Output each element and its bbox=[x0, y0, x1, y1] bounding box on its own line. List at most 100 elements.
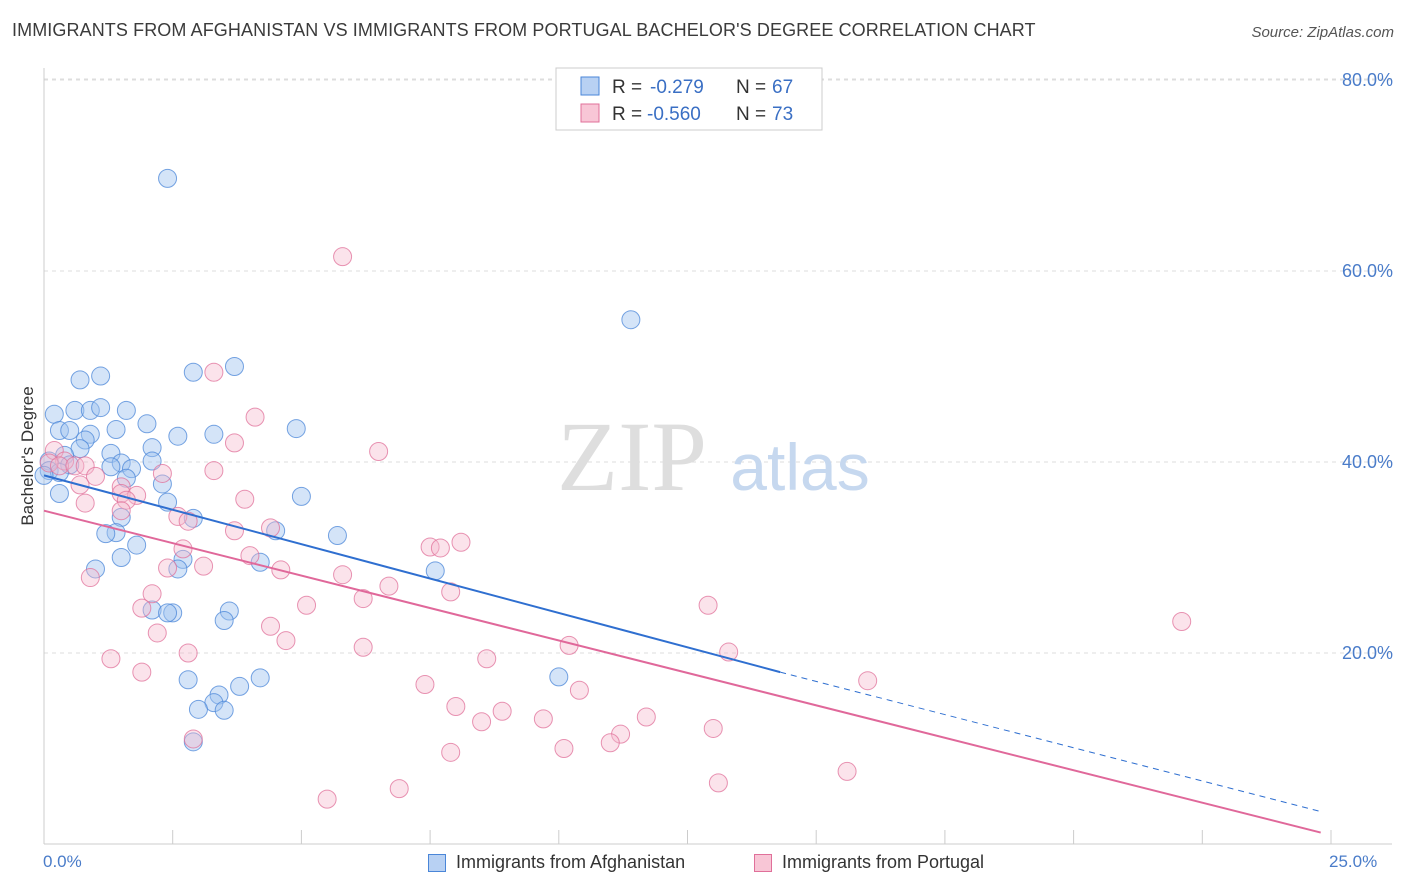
legend-item-portugal: Immigrants from Portugal bbox=[754, 852, 984, 873]
portugal-point bbox=[333, 247, 353, 267]
afghanistan-trend-line bbox=[43, 474, 781, 674]
portugal-r-label: R = bbox=[612, 104, 642, 125]
portugal-point bbox=[235, 489, 255, 509]
afghanistan-point bbox=[219, 601, 239, 621]
portugal-point bbox=[569, 680, 589, 700]
portugal-legend-swatch bbox=[580, 103, 600, 123]
portugal-point bbox=[472, 712, 492, 732]
afghanistan-point bbox=[142, 451, 162, 471]
y-tick-label: 20.0% bbox=[1342, 643, 1393, 663]
afghanistan-point bbox=[111, 453, 131, 473]
afghanistan-point bbox=[137, 414, 157, 434]
afghanistan-point bbox=[127, 535, 147, 555]
afghanistan-point bbox=[230, 676, 250, 696]
portugal-point bbox=[75, 456, 95, 476]
portugal-point bbox=[420, 537, 440, 557]
afghanistan-point bbox=[425, 561, 445, 581]
afghanistan-point bbox=[101, 457, 121, 477]
portugal-point bbox=[44, 441, 64, 461]
portugal-point bbox=[173, 539, 193, 559]
portugal-swatch bbox=[754, 853, 772, 872]
afghanistan-point bbox=[204, 424, 224, 444]
afghanistan-point bbox=[65, 400, 85, 420]
portugal-point bbox=[451, 532, 471, 552]
afghanistan-point bbox=[163, 603, 183, 623]
stats-legend-box bbox=[555, 67, 823, 131]
afghanistan-point bbox=[111, 548, 131, 567]
afghanistan-point bbox=[168, 559, 188, 579]
portugal-point bbox=[379, 576, 399, 596]
afghanistan-point bbox=[286, 419, 306, 439]
portugal-point bbox=[158, 558, 178, 578]
portugal-point bbox=[224, 521, 244, 541]
portugal-point bbox=[65, 456, 85, 476]
portugal-point bbox=[1172, 611, 1192, 631]
legend-label-portugal: Immigrants from Portugal bbox=[782, 852, 985, 872]
portugal-point bbox=[389, 779, 409, 799]
portugal-point bbox=[477, 649, 497, 669]
portugal-point bbox=[276, 631, 296, 651]
portugal-point bbox=[194, 556, 214, 576]
afghanistan-r-value: -0.279 bbox=[650, 77, 704, 98]
afghanistan-point bbox=[91, 366, 111, 386]
portugal-point bbox=[142, 584, 162, 604]
portugal-point bbox=[80, 568, 100, 588]
portugal-point bbox=[101, 649, 121, 669]
portugal-point bbox=[837, 761, 857, 781]
portugal-point bbox=[240, 546, 260, 566]
afghanistan-point bbox=[250, 668, 270, 688]
portugal-point bbox=[85, 466, 105, 486]
portugal-point bbox=[183, 729, 203, 749]
portugal-point bbox=[492, 701, 512, 721]
portugal-point bbox=[554, 739, 574, 758]
portugal-point bbox=[152, 463, 172, 483]
chart-title: IMMIGRANTS FROM AFGHANISTAN VS IMMIGRANT… bbox=[12, 20, 1036, 40]
portugal-r-value: -0.560 bbox=[647, 104, 701, 125]
afghanistan-point bbox=[168, 426, 188, 446]
portugal-point bbox=[446, 696, 466, 716]
portugal-point bbox=[600, 733, 620, 753]
portugal-point bbox=[533, 709, 553, 729]
portugal-trend-line bbox=[43, 509, 1321, 834]
afghanistan-point bbox=[327, 526, 347, 546]
afghanistan-point bbox=[152, 474, 172, 494]
portugal-point bbox=[49, 456, 69, 476]
portugal-point bbox=[353, 637, 373, 657]
afghanistan-point bbox=[91, 398, 111, 418]
afghanistan-point bbox=[224, 357, 244, 376]
afghanistan-point bbox=[44, 404, 64, 424]
afghanistan-point bbox=[173, 549, 193, 569]
afghanistan-point bbox=[49, 484, 69, 504]
afghanistan-point bbox=[101, 443, 121, 463]
afghanistan-swatch bbox=[428, 853, 446, 872]
afghanistan-point bbox=[178, 670, 198, 690]
trend-lines bbox=[43, 474, 1321, 834]
portugal-point bbox=[415, 675, 435, 695]
portugal-point bbox=[333, 565, 353, 585]
grid-lines bbox=[44, 78, 1392, 654]
portugal-point bbox=[430, 538, 450, 558]
afghanistan-n-label: N = bbox=[736, 77, 766, 98]
y-tick-labels: 20.0% 40.0% 60.0% 80.0% bbox=[1342, 70, 1393, 663]
portugal-point bbox=[178, 643, 198, 663]
portugal-point bbox=[111, 501, 131, 521]
portugal-point bbox=[178, 511, 198, 531]
afghanistan-point bbox=[158, 603, 178, 623]
afghanistan-point bbox=[621, 310, 641, 330]
portugal-point bbox=[703, 718, 723, 738]
afghanistan-point bbox=[549, 667, 569, 687]
afghanistan-n-value: 67 bbox=[772, 77, 793, 98]
afghanistan-point bbox=[183, 362, 203, 382]
afghanistan-trend-extension bbox=[780, 671, 1321, 813]
afghanistan-point bbox=[60, 420, 80, 440]
legend-label-afghanistan: Immigrants from Afghanistan bbox=[456, 852, 686, 872]
legend-item-afghanistan: Immigrants from Afghanistan bbox=[428, 852, 685, 873]
portugal-point bbox=[204, 461, 224, 481]
afghanistan-point bbox=[70, 370, 90, 390]
afghanistan-point bbox=[291, 486, 311, 506]
portugal-point bbox=[708, 773, 728, 793]
afghanistan-point bbox=[96, 524, 116, 544]
portugal-point bbox=[147, 623, 167, 643]
afghanistan-point bbox=[60, 455, 80, 475]
